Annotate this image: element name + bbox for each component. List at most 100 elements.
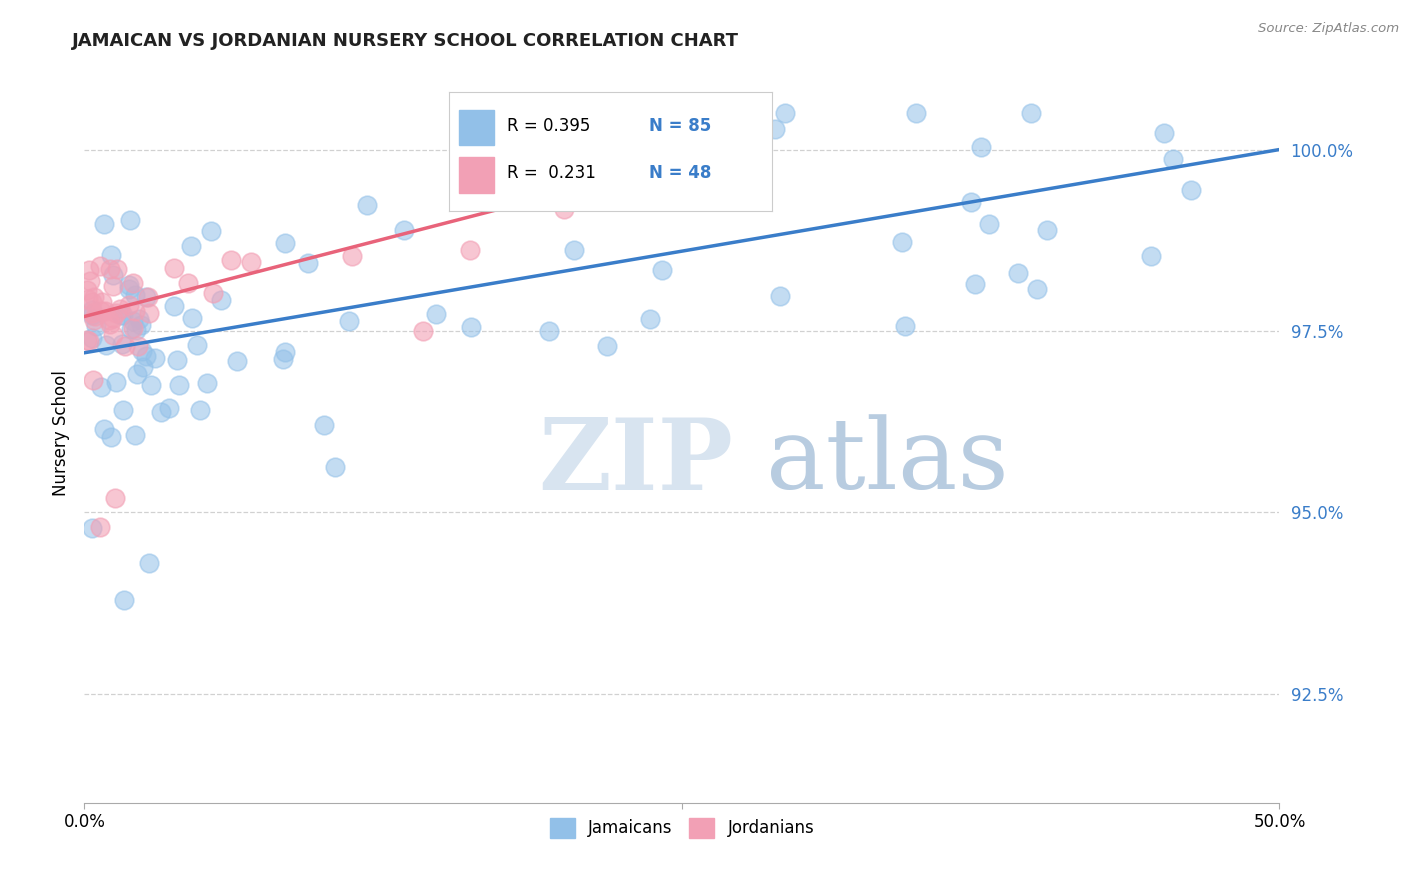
Legend: Jamaicans, Jordanians: Jamaicans, Jordanians — [541, 809, 823, 847]
Point — [337, 314, 360, 328]
Point — [124, 428, 146, 442]
Point — [101, 328, 124, 343]
Point — [1007, 266, 1029, 280]
Point — [90, 380, 112, 394]
Point — [392, 223, 415, 237]
Text: Source: ZipAtlas.com: Source: ZipAtlas.com — [1258, 22, 1399, 36]
Point — [1026, 282, 1049, 296]
Point — [135, 290, 157, 304]
Point — [1035, 223, 1057, 237]
Point — [101, 268, 124, 283]
Point — [131, 360, 153, 375]
Point — [186, 338, 208, 352]
Point — [112, 403, 135, 417]
Point — [562, 243, 585, 257]
Point — [100, 430, 122, 444]
Point — [1139, 249, 1161, 263]
Point — [145, 351, 167, 365]
Point — [83, 312, 105, 326]
Point — [120, 322, 142, 336]
Point — [595, 339, 617, 353]
Point — [112, 308, 135, 322]
Point — [77, 334, 100, 349]
Point — [98, 317, 121, 331]
Point — [451, 175, 474, 189]
Point — [651, 262, 673, 277]
Point — [1161, 152, 1184, 166]
Point — [960, 194, 983, 209]
Point — [98, 262, 121, 277]
Point — [166, 352, 188, 367]
Point — [970, 139, 993, 153]
Point — [125, 323, 148, 337]
Point — [163, 299, 186, 313]
Point — [114, 339, 136, 353]
Point — [118, 282, 141, 296]
Point — [96, 338, 118, 352]
Point — [107, 262, 129, 277]
Point — [82, 373, 104, 387]
Text: atlas: atlas — [766, 415, 1008, 510]
Point — [139, 378, 162, 392]
Y-axis label: Nursery School: Nursery School — [52, 369, 70, 496]
Point — [122, 320, 145, 334]
Point — [93, 422, 115, 436]
Point — [763, 121, 786, 136]
Point — [127, 367, 149, 381]
Point — [645, 184, 668, 198]
Point — [592, 173, 614, 187]
Point — [89, 259, 111, 273]
Point — [271, 352, 294, 367]
Point — [76, 283, 98, 297]
Point — [122, 276, 145, 290]
Point — [195, 376, 218, 390]
Point — [190, 403, 212, 417]
Point — [1180, 183, 1202, 197]
Point — [620, 182, 643, 196]
Point — [297, 256, 319, 270]
Point — [460, 320, 482, 334]
Point — [177, 276, 200, 290]
Point — [104, 491, 127, 505]
Point — [136, 290, 159, 304]
Point — [323, 459, 346, 474]
Point — [82, 306, 104, 320]
Point — [425, 307, 447, 321]
Point — [80, 520, 103, 534]
Point — [342, 249, 364, 263]
Point — [98, 313, 121, 327]
Point — [1153, 126, 1175, 140]
Point — [201, 285, 224, 300]
Point — [86, 318, 108, 333]
Point — [553, 202, 575, 217]
Point — [105, 306, 128, 320]
Point — [124, 287, 146, 301]
Point — [769, 288, 792, 302]
Point — [82, 295, 104, 310]
Point — [90, 304, 112, 318]
Point — [114, 592, 136, 607]
Point — [77, 262, 100, 277]
Point — [129, 318, 152, 333]
Point — [76, 293, 98, 307]
Point — [219, 252, 242, 267]
Point — [638, 312, 661, 326]
Point — [162, 260, 184, 275]
Point — [93, 217, 115, 231]
Point — [240, 255, 263, 269]
Point — [117, 297, 139, 311]
Point — [84, 309, 107, 323]
Point — [891, 235, 914, 250]
Point — [111, 337, 134, 351]
Point — [104, 375, 127, 389]
Point — [121, 314, 143, 328]
Point — [977, 217, 1000, 231]
Point — [169, 377, 191, 392]
Point — [717, 162, 740, 177]
Point — [80, 331, 103, 345]
Point — [138, 306, 160, 320]
Point — [963, 277, 986, 291]
Point — [76, 333, 98, 347]
Point — [180, 239, 202, 253]
Point — [128, 311, 150, 326]
